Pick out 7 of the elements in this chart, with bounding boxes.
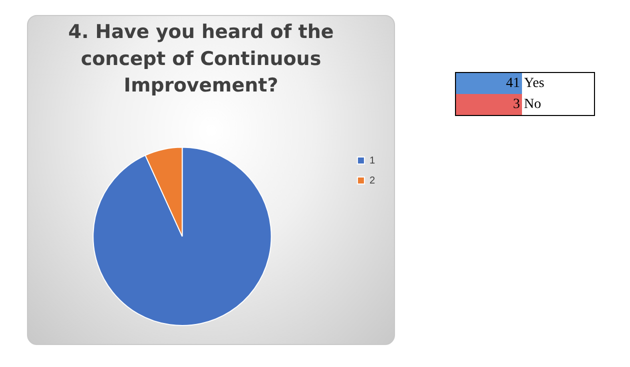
legend-label: 1	[369, 155, 376, 166]
text: 3	[456, 94, 522, 116]
legend-label: 2	[369, 175, 376, 186]
text: Yes	[522, 72, 594, 94]
text: 41	[456, 72, 522, 94]
chart-title: 4. Have you heard of the concept of Continuous Improvement?	[68, 21, 334, 96]
text: No	[522, 94, 594, 116]
